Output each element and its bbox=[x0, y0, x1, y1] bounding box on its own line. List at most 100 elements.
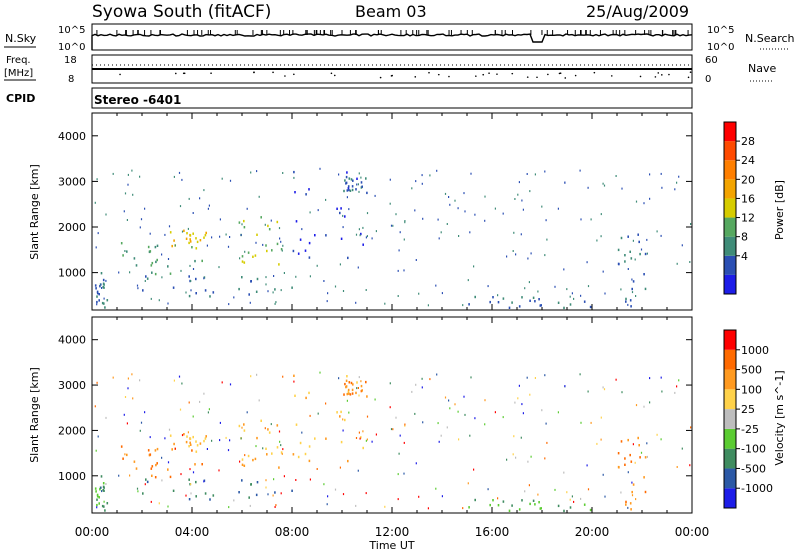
range-gate-cell bbox=[358, 190, 360, 193]
range-gate-cell bbox=[463, 395, 465, 398]
range-gate-cell bbox=[587, 285, 590, 288]
range-gate-cell bbox=[316, 264, 318, 267]
range-gate-cell bbox=[189, 441, 191, 444]
range-gate-cell bbox=[246, 411, 248, 414]
range-gate-cell bbox=[99, 488, 101, 491]
range-gate-cell bbox=[96, 300, 98, 304]
nave-dot bbox=[284, 75, 286, 77]
range-gate-cell bbox=[487, 285, 489, 288]
range-gate-cell bbox=[351, 388, 354, 392]
range-gate-cell bbox=[294, 191, 296, 194]
range-gate-cell bbox=[624, 457, 626, 460]
range-gate-cell bbox=[192, 415, 194, 418]
range-gate-cell bbox=[646, 455, 648, 458]
range-gate-cell bbox=[661, 390, 663, 393]
range-gate-cell bbox=[529, 393, 531, 396]
range-gate-cell bbox=[295, 220, 298, 223]
range-gate-cell bbox=[596, 239, 598, 242]
nave-dot bbox=[475, 75, 477, 77]
range-gate-cell bbox=[395, 416, 397, 419]
range-gate-cell bbox=[247, 454, 250, 458]
range-gate-cell bbox=[167, 505, 169, 508]
colorbar-segment bbox=[724, 217, 736, 237]
range-gate-cell bbox=[347, 459, 349, 463]
range-gate-cell bbox=[144, 280, 146, 282]
range-gate-cell bbox=[448, 196, 450, 198]
range-gate-cell bbox=[190, 492, 192, 495]
range-gate-cell bbox=[102, 278, 105, 282]
range-gate-cell bbox=[362, 430, 364, 433]
range-gate-cell bbox=[602, 473, 604, 476]
range-gate-cell bbox=[646, 238, 648, 241]
range-gate-cell bbox=[144, 411, 146, 414]
range-gate-cell bbox=[342, 226, 344, 229]
range-gate-cell bbox=[249, 504, 251, 507]
range-gate-cell bbox=[366, 438, 368, 441]
range-gate-cell bbox=[356, 387, 358, 390]
range-gate-cell bbox=[629, 502, 632, 505]
velocity-colorbar-label: Velocity [m s^-1] bbox=[773, 370, 786, 465]
range-gate-cell bbox=[656, 230, 658, 233]
range-gate-cell bbox=[137, 287, 139, 290]
range-gate-cell bbox=[274, 302, 276, 305]
nsearch-label: N.Search bbox=[745, 32, 795, 45]
range-gate-cell bbox=[517, 397, 519, 400]
range-gate-cell bbox=[404, 221, 406, 224]
range-gate-cell bbox=[199, 197, 201, 200]
range-gate-cell bbox=[352, 179, 354, 182]
range-gate-cell bbox=[627, 471, 629, 474]
range-gate-cell bbox=[366, 212, 369, 215]
range-gate-cell bbox=[566, 288, 568, 291]
range-gate-cell bbox=[436, 169, 438, 172]
range-gate-cell bbox=[358, 172, 360, 175]
range-gate-cell bbox=[189, 264, 191, 267]
range-gate-cell bbox=[397, 269, 399, 272]
colorbar-segment bbox=[724, 179, 736, 199]
range-gate-cell bbox=[181, 230, 184, 233]
range-gate-cell bbox=[474, 295, 476, 299]
range-gate-cell bbox=[362, 446, 364, 450]
range-gate-cell bbox=[517, 193, 519, 196]
range-gate-cell bbox=[539, 304, 542, 307]
range-gate-cell bbox=[195, 450, 198, 453]
y-tick-label: 3000 bbox=[58, 175, 86, 188]
range-gate-cell bbox=[497, 504, 500, 507]
range-gate-cell bbox=[643, 273, 645, 276]
range-gate-cell bbox=[147, 245, 150, 249]
range-gate-cell bbox=[255, 445, 257, 448]
range-gate-cell bbox=[173, 175, 175, 178]
range-gate-cell bbox=[239, 257, 241, 260]
range-gate-cell bbox=[250, 171, 252, 174]
range-gate-cell bbox=[112, 376, 114, 379]
range-gate-cell bbox=[355, 437, 358, 439]
range-gate-cell bbox=[515, 253, 517, 256]
range-gate-cell bbox=[96, 290, 99, 293]
range-gate-cell bbox=[389, 178, 391, 181]
range-gate-cell bbox=[291, 286, 293, 289]
range-gate-cell bbox=[189, 468, 191, 471]
range-gate-cell bbox=[345, 181, 348, 184]
range-gate-cell bbox=[347, 187, 350, 190]
range-gate-cell bbox=[362, 243, 364, 246]
range-gate-cell bbox=[195, 277, 197, 281]
range-gate-cell bbox=[314, 437, 316, 440]
range-gate-cell bbox=[415, 383, 417, 386]
range-gate-cell bbox=[189, 240, 192, 243]
range-gate-cell bbox=[225, 233, 227, 236]
range-gate-cell bbox=[96, 292, 99, 295]
range-gate-cell bbox=[122, 254, 124, 257]
range-gate-cell bbox=[308, 391, 310, 395]
range-gate-cell bbox=[188, 498, 191, 501]
range-gate-cell bbox=[557, 504, 560, 508]
nave-dot bbox=[668, 73, 670, 76]
range-gate-cell bbox=[361, 389, 363, 392]
range-gate-cell bbox=[511, 301, 513, 304]
nave-dot bbox=[482, 73, 485, 76]
range-gate-cell bbox=[205, 435, 207, 438]
range-gate-cell bbox=[635, 498, 637, 501]
range-gate-cell bbox=[590, 421, 592, 424]
range-gate-cell bbox=[293, 374, 295, 377]
range-gate-cell bbox=[340, 410, 342, 414]
range-gate-cell bbox=[203, 276, 206, 279]
range-gate-cell bbox=[154, 272, 157, 276]
